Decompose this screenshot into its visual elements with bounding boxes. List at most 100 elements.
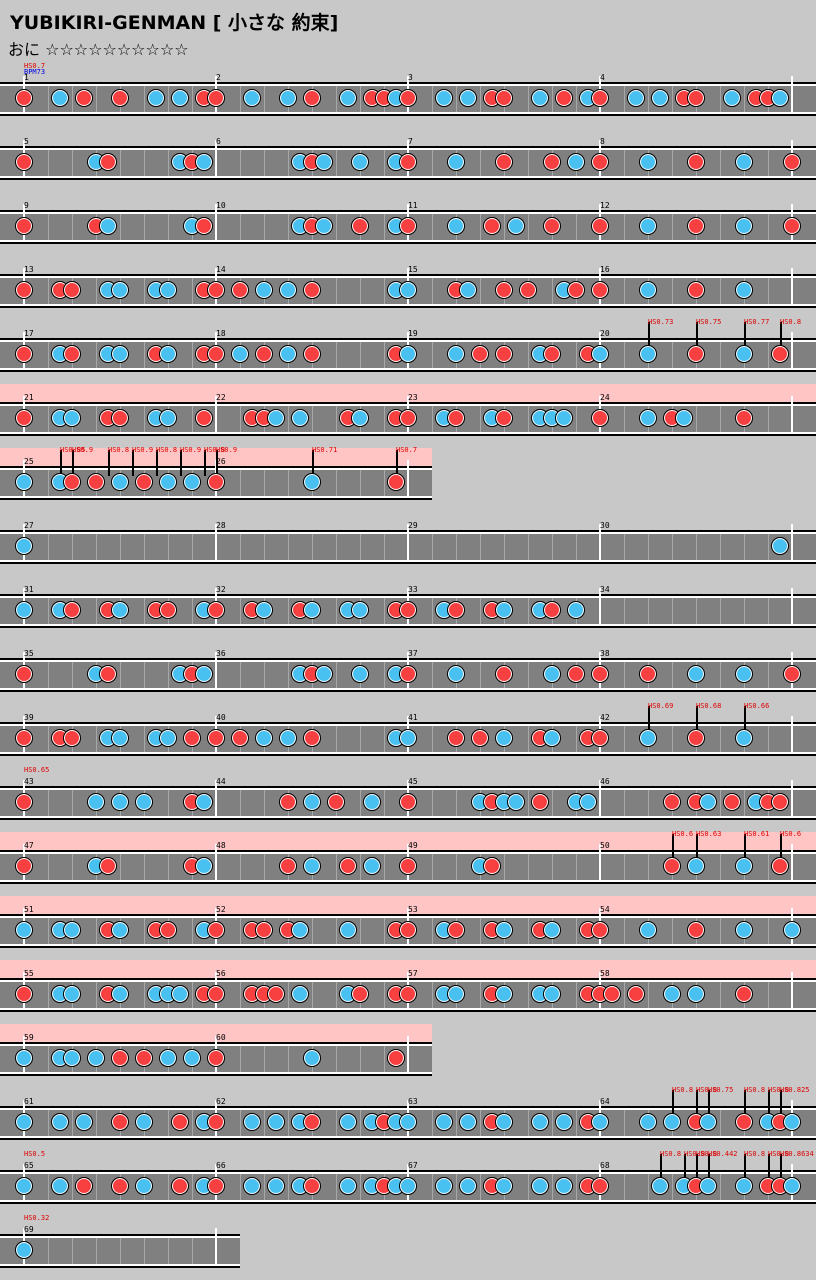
don-note (15, 409, 33, 427)
beat-line (48, 726, 49, 752)
ka-note (15, 1113, 33, 1131)
bar-line (215, 204, 217, 242)
measure-number: 28 (216, 521, 226, 530)
scroll-speed-label: HS0.32 (24, 1214, 50, 1222)
beat-line (144, 726, 145, 752)
event-marker-line (204, 450, 206, 476)
ka-note (63, 1049, 81, 1067)
beat-line (120, 854, 121, 880)
don-note (63, 601, 81, 619)
beat-line (384, 406, 385, 432)
measure-number: 21 (24, 393, 34, 402)
beat-line (648, 982, 649, 1008)
don-note (519, 281, 537, 299)
scroll-speed-label: HS0.69 (648, 702, 674, 710)
don-note (87, 473, 105, 491)
don-note (111, 1177, 129, 1195)
bar-line (599, 780, 601, 818)
measure-number: 25 (24, 457, 34, 466)
ka-note (111, 345, 129, 363)
beat-line (120, 1238, 121, 1264)
chart-row: 51 52 53 54 (0, 896, 816, 960)
beat-line (456, 1174, 457, 1200)
beat-line (720, 342, 721, 368)
beat-line (480, 150, 481, 176)
beat-line (240, 406, 241, 432)
event-marker-line (768, 1154, 770, 1180)
ka-note (723, 89, 741, 107)
beat-line (480, 214, 481, 240)
chart-row: 9 10 11 12 (0, 192, 816, 256)
beat-line (672, 1174, 673, 1200)
beat-line (144, 1238, 145, 1264)
bar-line (599, 524, 601, 562)
beat-line (72, 86, 73, 112)
measure-number: 20 (600, 329, 610, 338)
don-note (543, 601, 561, 619)
bar-line (599, 844, 601, 882)
beat-line (48, 1238, 49, 1264)
ka-note (639, 1113, 657, 1131)
ka-note (447, 217, 465, 235)
beat-line (336, 662, 337, 688)
ka-note (507, 217, 525, 235)
don-note (15, 153, 33, 171)
beat-line (336, 214, 337, 240)
measure-number: 56 (216, 969, 226, 978)
bar-line (599, 588, 601, 626)
beat-line (48, 470, 49, 496)
bar-line (215, 140, 217, 178)
beat-line (576, 1110, 577, 1136)
beat-line (432, 1110, 433, 1136)
beat-line (432, 598, 433, 624)
beat-line (72, 534, 73, 560)
beat-line (360, 1110, 361, 1136)
scroll-speed-label: HS0.71 (312, 446, 338, 454)
don-note (207, 473, 225, 491)
scroll-speed-label: HS0.8 (108, 446, 130, 454)
beat-line (144, 406, 145, 432)
measure-number: 5 (24, 137, 29, 146)
event-marker-line (708, 1090, 710, 1116)
ka-note (495, 1177, 513, 1195)
bar-line (791, 588, 793, 626)
scroll-speed-label: HS0.825 (780, 1086, 810, 1094)
don-note (567, 665, 585, 683)
don-note (111, 409, 129, 427)
don-note (135, 1049, 153, 1067)
beat-line (48, 854, 49, 880)
ka-note (303, 473, 321, 491)
ka-note (687, 857, 705, 875)
beat-line (480, 534, 481, 560)
don-note (75, 1177, 93, 1195)
don-note (735, 985, 753, 1003)
gogo-band (0, 1024, 432, 1043)
beat-line (72, 150, 73, 176)
measure-number: 29 (408, 521, 418, 530)
beat-line (576, 918, 577, 944)
beat-line (648, 1174, 649, 1200)
event-marker-line (780, 1154, 782, 1180)
beat-line (768, 662, 769, 688)
beat-line (96, 534, 97, 560)
beat-line (192, 598, 193, 624)
scroll-speed-label: HS0.8 (684, 1150, 706, 1158)
ka-note (531, 1177, 549, 1195)
beat-line (720, 662, 721, 688)
beat-line (504, 854, 505, 880)
don-note (63, 281, 81, 299)
bar-line (791, 268, 793, 306)
chart-row: 43 44 45 46 HS0.65 (0, 766, 816, 832)
ka-note (159, 281, 177, 299)
measure-number: 58 (600, 969, 610, 978)
measure-number: 12 (600, 201, 610, 210)
beat-line (456, 854, 457, 880)
beat-line (696, 406, 697, 432)
chart-row: 27 28 29 30 (0, 512, 816, 576)
chart-row: 65 66 67 68 HS0.5 HS0.8 HS0.8 HS0.8 HS0.442 HS0.8… (0, 1150, 816, 1216)
measure-number: 31 (24, 585, 34, 594)
ka-note (495, 985, 513, 1003)
beat-line (48, 278, 49, 304)
beat-line (552, 534, 553, 560)
ka-note (771, 537, 789, 555)
